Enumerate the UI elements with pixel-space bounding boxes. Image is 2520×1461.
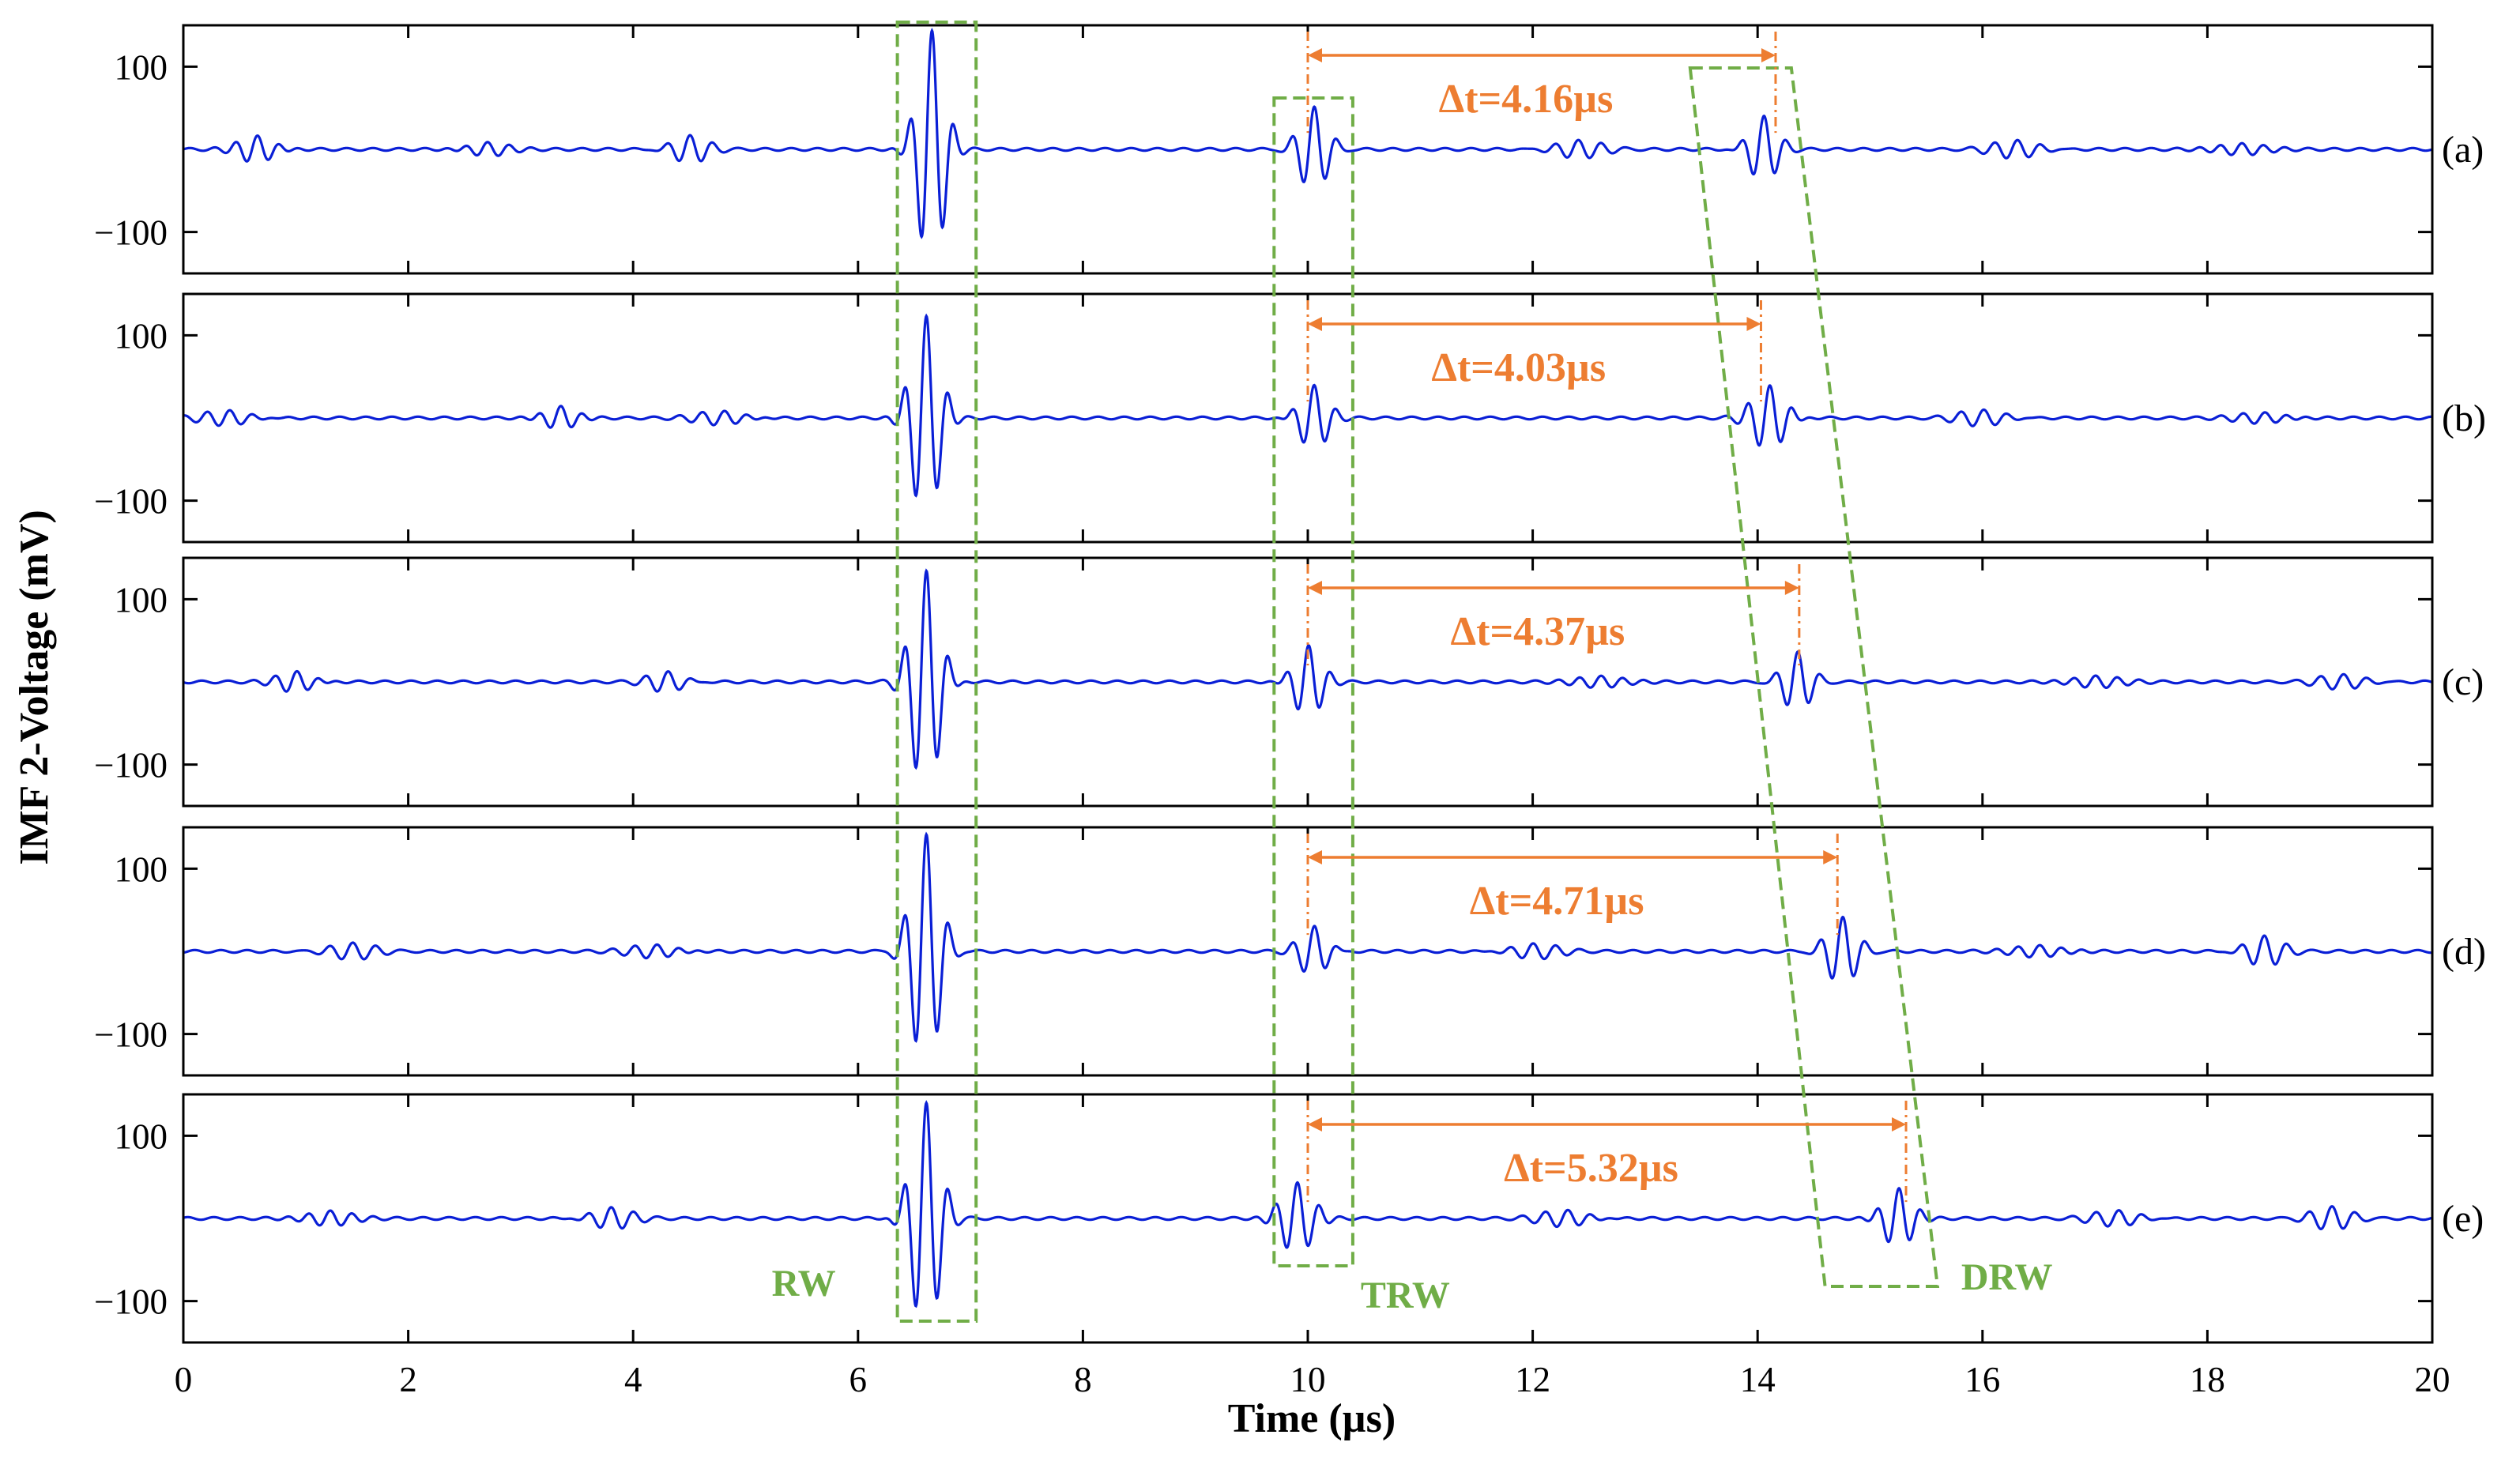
x-tick-label: 12 [1515,1360,1550,1399]
x-tick-label: 4 [624,1360,642,1399]
x-tick-label: 0 [175,1360,193,1399]
x-tick-label: 16 [1964,1360,2000,1399]
delta-t-annotation: Δt=4.16µs [1306,32,1777,134]
waveform-line [183,568,2433,770]
delta-t-arrowhead-left [1308,317,1322,331]
box-label-trw: TRW [1361,1275,1450,1316]
y-tick-label: 100 [115,316,168,356]
delta-t-arrowhead-left [1308,1117,1322,1132]
delta-t-annotation: Δt=5.32µs [1306,1101,1908,1203]
boxes-layer: RW TRW DRW [772,21,2053,1323]
delta-t-annotation: Δt=4.71µs [1306,834,1839,936]
box-rw [895,21,978,1323]
panel-label: (a) [2442,129,2484,171]
y-tick-label: −100 [94,1282,168,1322]
panel-label: (e) [2442,1198,2484,1240]
y-tick-label: 100 [115,849,168,889]
x-tick-label: 10 [1290,1360,1326,1399]
box-label-rw: RW [772,1263,836,1305]
delta-t-arrowhead-right [1784,581,1799,595]
y-tick-label: 100 [115,580,168,619]
box-label-drw: DRW [1961,1256,2053,1298]
y-tick-label: −100 [94,746,168,785]
panel-label: (d) [2442,931,2486,973]
panel-b: 100 −100 (b) [94,292,2486,544]
y-axis-title: IMF 2-Voltage (mV) [12,510,57,865]
panel-d: 100 −100 (d) [94,826,2486,1077]
delta-t-annotation: Δt=4.03µs [1306,300,1762,402]
delta-t-annotation: Δt=4.37µs [1306,564,1801,666]
delta-t-arrowhead-right [1892,1117,1907,1132]
delta-t-arrowhead-left [1308,850,1322,864]
waveform-line [183,831,2433,1043]
delta-t-label: Δt=4.16µs [1439,77,1614,122]
delta-t-arrowhead-left [1308,48,1322,62]
panel-label: (c) [2442,661,2484,703]
x-tick-label: 18 [2190,1360,2225,1399]
panels-layer: 100−100(a)100−100(b)100−100(c)100−100(d)… [94,24,2486,1399]
panel-c: 100 −100 (c) [94,556,2484,808]
y-tick-label: 100 [115,1116,168,1156]
box-drw [1688,66,1940,1288]
delta-t-arrowhead-right [1761,48,1776,62]
panel-label: (b) [2442,397,2486,439]
x-tick-label: 8 [1074,1360,1092,1399]
annotation-layer: Δt=4.16µs Δt=4.03µs Δt=4.37µs Δt=4.71µs Δt=5… [1306,32,1908,1203]
delta-t-arrowhead-right [1823,850,1838,864]
y-tick-label: 100 [115,47,168,87]
delta-t-label: Δt=4.37µs [1451,609,1625,654]
x-tick-label: 20 [2415,1360,2450,1399]
x-tick-label: 2 [399,1360,417,1399]
delta-t-label: Δt=4.71µs [1470,879,1644,924]
x-tick-label: 14 [1740,1360,1776,1399]
waveform-line [183,28,2433,239]
x-axis-title: Time (µs) [1228,1396,1396,1441]
waveform-line [183,313,2433,498]
delta-t-label: Δt=5.32µs [1504,1146,1678,1191]
delta-t-arrowhead-left [1308,581,1322,595]
box-trw [1272,96,1354,1267]
panel-e: 100 −100 (e) [94,1093,2484,1344]
x-tick-label: 6 [849,1360,868,1399]
y-tick-label: −100 [94,1015,168,1055]
delta-t-arrowhead-right [1746,317,1761,331]
waveform-line [183,1100,2433,1308]
y-tick-label: −100 [94,482,168,522]
y-tick-label: −100 [94,213,168,253]
delta-t-label: Δt=4.03µs [1431,345,1606,390]
panel-a: 100 −100 (a) [94,24,2484,275]
